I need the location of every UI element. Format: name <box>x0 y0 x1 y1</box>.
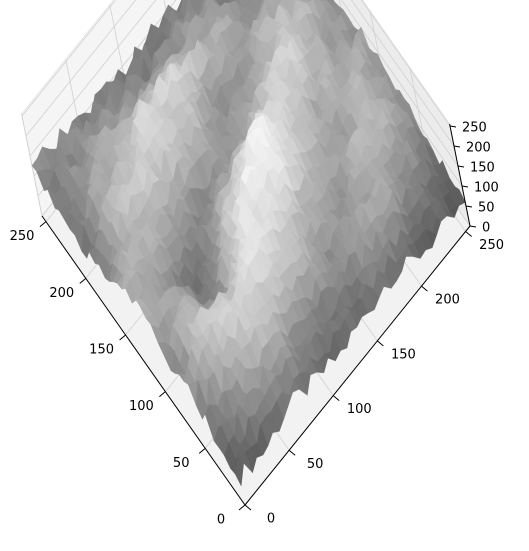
x-tick <box>119 334 126 341</box>
surface-patch <box>215 0 221 4</box>
y-tick <box>421 285 428 292</box>
surface-patch <box>290 0 296 4</box>
y-tick-label: 100 <box>347 402 372 417</box>
z-tick-label: 200 <box>466 141 491 156</box>
x-tick <box>198 447 206 454</box>
x-tick-label: 50 <box>173 456 190 471</box>
y-tick <box>377 340 384 347</box>
surface-patch <box>234 456 244 487</box>
x-tick <box>159 391 166 398</box>
z-tick <box>449 125 457 128</box>
x-tick-label: 0 <box>217 513 225 528</box>
z-tick-label: 50 <box>478 201 495 216</box>
y-tick-label: 0 <box>267 512 275 527</box>
surface-patch <box>225 0 231 5</box>
z-grid-line <box>21 0 451 127</box>
x-axis-line <box>41 215 246 506</box>
z-tick <box>457 165 465 168</box>
z-grid-line <box>25 0 455 147</box>
tick-labels: 0 50 100 150 200 250 0 50 100 150 200 250 0 50 100 150 2… <box>10 121 504 528</box>
x-tick-label: 200 <box>49 286 74 301</box>
y-tick-label: 250 <box>479 238 504 253</box>
x-tick-label: 250 <box>10 229 35 244</box>
z-tick <box>465 205 473 208</box>
z-tick-label: 100 <box>474 181 499 196</box>
z-tick <box>469 225 477 228</box>
z-tick-label: 250 <box>462 121 487 136</box>
z-axis-line <box>449 123 471 227</box>
z-tick-label: 0 <box>482 221 490 236</box>
y-tick <box>244 504 252 511</box>
x-tick <box>238 504 246 511</box>
x-tick-label: 100 <box>129 399 154 414</box>
y-tick <box>288 449 296 456</box>
tick-marks <box>39 125 477 511</box>
z-tick-label: 150 <box>470 161 495 176</box>
x-tick <box>39 221 47 228</box>
y-axis-line <box>244 225 471 506</box>
z-tick <box>461 185 469 188</box>
z-grid-line <box>29 0 459 167</box>
y-tick-label: 50 <box>307 457 324 472</box>
surface-mesh <box>31 0 466 487</box>
x-tick-label: 150 <box>89 343 114 358</box>
y-tick <box>465 231 472 237</box>
x-tick <box>79 277 87 284</box>
z-tick <box>453 145 461 148</box>
y-tick-label: 150 <box>391 347 416 362</box>
axis-lines <box>41 123 471 506</box>
y-tick <box>332 395 340 401</box>
y-tick-label: 200 <box>435 293 460 308</box>
